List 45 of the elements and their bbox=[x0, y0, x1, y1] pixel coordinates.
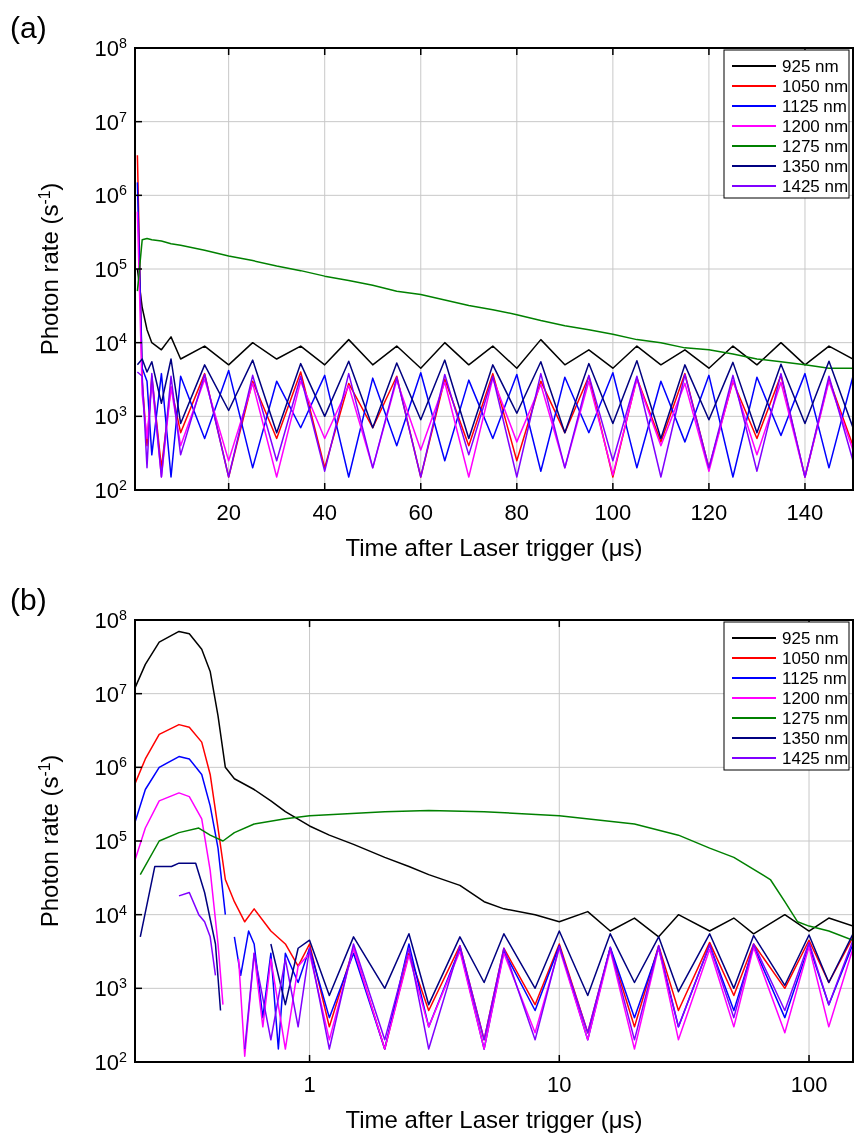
x-tick-label: 40 bbox=[312, 500, 337, 525]
y-tick-label: 10$^{6}$ bbox=[94, 182, 128, 209]
y-tick-label: 10$^{2}$ bbox=[94, 1049, 128, 1075]
y-tick-label: 10$^{4}$ bbox=[94, 901, 128, 928]
y-tick-label: 10$^{3}$ bbox=[94, 975, 128, 1002]
line-series bbox=[136, 371, 853, 478]
y-tick-label: 10$^{7}$ bbox=[94, 108, 128, 135]
legend-label: 925 nm bbox=[782, 629, 839, 648]
legend-label: 1350 nm bbox=[782, 729, 849, 748]
y-tick-label: 10$^{5}$ bbox=[94, 828, 128, 854]
x-tick-label: 60 bbox=[408, 500, 433, 525]
y-tick-label: 10$^{4}$ bbox=[94, 329, 128, 356]
legend-label: 1050 nm bbox=[782, 649, 849, 668]
x-axis-title: Time after Laser trigger (μs) bbox=[345, 1106, 643, 1133]
legend-label: 1050 nm bbox=[782, 77, 849, 96]
chart-title: (b) bbox=[10, 583, 47, 616]
y-tick-label: 10$^{8}$ bbox=[94, 35, 128, 61]
y-tick-label: 10$^{8}$ bbox=[94, 607, 128, 633]
legend-label: 1275 nm bbox=[782, 137, 849, 156]
legend-label: 1425 nm bbox=[782, 177, 849, 196]
x-tick-label: 100 bbox=[790, 1072, 828, 1097]
x-axis-title: Time after Laser trigger (μs) bbox=[345, 534, 643, 561]
line-series bbox=[136, 237, 853, 369]
x-tick-label: 1 bbox=[303, 1072, 316, 1097]
x-tick-label: 120 bbox=[690, 500, 728, 525]
chart-title: (a) bbox=[10, 11, 47, 44]
y-tick-label: 10$^{2}$ bbox=[94, 477, 128, 503]
x-tick-label: 80 bbox=[504, 500, 530, 525]
y-tick-label: 10$^{5}$ bbox=[94, 256, 128, 282]
y-tick-label: 10$^{3}$ bbox=[94, 403, 128, 430]
x-tick-label: 20 bbox=[216, 500, 241, 525]
x-tick-label: 100 bbox=[594, 500, 632, 525]
legend-label: 1275 nm bbox=[782, 709, 849, 728]
legend-label: 1200 nm bbox=[782, 117, 849, 136]
legend-label: 1350 nm bbox=[782, 157, 849, 176]
y-tick-label: 10$^{6}$ bbox=[94, 754, 128, 781]
legend-label: 925 nm bbox=[782, 57, 839, 76]
y-tick-label: 10$^{7}$ bbox=[94, 680, 128, 707]
legend-label: 1125 nm bbox=[782, 97, 847, 116]
legend-label: 1200 nm bbox=[782, 689, 849, 708]
x-tick-label: 140 bbox=[786, 500, 824, 525]
x-tick-label: 10 bbox=[547, 1072, 572, 1097]
legend-label: 1425 nm bbox=[782, 749, 849, 768]
line-series bbox=[136, 358, 853, 440]
legend-label: 1125 nm bbox=[782, 669, 847, 688]
